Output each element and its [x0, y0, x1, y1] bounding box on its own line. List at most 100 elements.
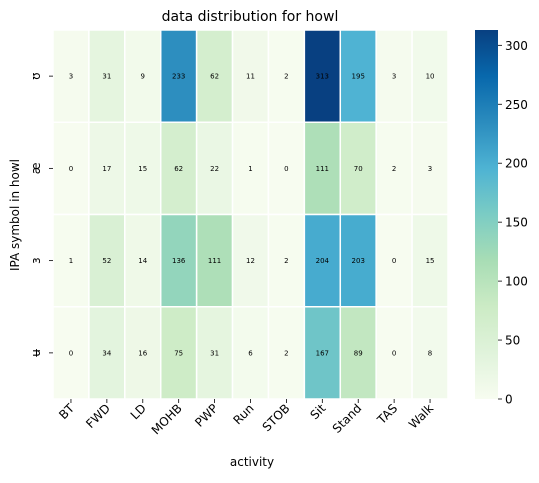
chart-title: data distribution for howl [162, 9, 339, 25]
x-axis-label: activity [230, 455, 274, 469]
cell-value-label: 31 [102, 73, 111, 81]
y-tick-label: ʊ [29, 72, 43, 79]
x-tick-label: LD [128, 401, 149, 422]
cell-value-label: 62 [174, 165, 183, 173]
heatmap-cell [375, 29, 413, 123]
cell-value-label: 22 [210, 165, 219, 173]
x-tick-label: MOHB [149, 401, 185, 437]
heatmap-cell [267, 121, 306, 216]
y-tick-label: æ [29, 162, 43, 174]
heatmap-cell [411, 121, 449, 216]
heatmap-cell [195, 213, 234, 308]
cell-value-label: 0 [284, 165, 288, 173]
colorbar-tick-label: 50 [505, 334, 520, 348]
cell-value-label: 233 [172, 73, 185, 81]
x-tick-label: Run [230, 401, 256, 427]
cell-value-label: 15 [426, 257, 435, 265]
heatmap-cell [52, 213, 90, 308]
cell-value-label: 34 [102, 349, 111, 357]
heatmap-cell [52, 121, 90, 216]
colorbar-gradient [475, 30, 498, 399]
cell-value-label: 1 [69, 257, 73, 265]
colorbar-tick-label: 200 [505, 157, 528, 171]
cell-value-label: 2 [392, 165, 396, 173]
heatmap-cell [303, 121, 342, 216]
cell-value-label: 10 [426, 73, 435, 81]
cell-value-label: 6 [248, 349, 253, 357]
heatmap-cell [411, 29, 449, 123]
cell-value-label: 62 [210, 73, 219, 81]
heatmap-cell [124, 121, 162, 216]
cell-value-label: 9 [141, 73, 145, 81]
cell-value-label: 14 [138, 257, 147, 265]
heatmap-cell [339, 306, 377, 400]
x-tick-label: FWD [83, 401, 113, 431]
cell-value-label: 2 [284, 257, 288, 265]
heatmap-cells [52, 29, 449, 400]
cell-value-label: 1 [248, 165, 252, 173]
cell-value-label: 75 [174, 349, 183, 357]
heatmap-cell [411, 306, 449, 400]
cell-value-label: 3 [69, 73, 73, 81]
colorbar-tick-label: 150 [505, 216, 528, 230]
cell-value-label: 313 [316, 73, 329, 81]
heatmap-cell [231, 121, 270, 216]
heatmap-cell [231, 29, 270, 123]
cell-value-label: 17 [102, 165, 111, 173]
cell-value-label: 16 [138, 349, 147, 357]
x-tick-label: Sit [307, 401, 328, 422]
cell-labels: 3 31 9 233 62 11 2 313 195 3 100 17 15 62 22 1 0 111 70 2 31… [69, 73, 435, 358]
cell-value-label: 204 [316, 257, 330, 265]
colorbar-tick-label: 0 [505, 393, 513, 407]
x-tick-label: PWP [192, 401, 221, 430]
cell-value-label: 12 [246, 257, 255, 265]
cell-value-label: 89 [354, 349, 363, 357]
x-tick-label: Stand [330, 401, 365, 436]
x-axis: BT FWD LD MOHB PWP Run STOB Sit Stand TAS Walk [56, 399, 436, 437]
cell-value-label: 2 [284, 73, 288, 81]
heatmap-cell [195, 121, 234, 216]
cell-value-label: 0 [392, 349, 396, 357]
heatmap-cell [411, 213, 449, 308]
colorbar-tick-label: 250 [505, 98, 528, 112]
heatmap-cell [303, 29, 342, 123]
cell-value-label: 3 [428, 165, 432, 173]
cell-value-label: 52 [102, 257, 111, 265]
x-tick-label: Walk [406, 401, 436, 431]
cell-value-label: 195 [352, 73, 365, 81]
y-axis-label: IPA symbol in howl [8, 159, 22, 271]
cell-value-label: 11 [246, 73, 255, 81]
cell-value-label: 70 [354, 165, 363, 173]
heatmap-cell [231, 213, 270, 308]
cell-value-label: 111 [316, 165, 329, 173]
y-axis: ʊ æ ɜ ʉ [29, 72, 53, 357]
heatmap-cell [124, 306, 162, 400]
cell-value-label: 0 [69, 165, 73, 173]
cell-value-label: 0 [69, 349, 73, 357]
heatmap-cell [339, 121, 377, 216]
heatmap-cell [375, 121, 413, 216]
cell-value-label: 15 [138, 165, 147, 173]
heatmap-cell [159, 306, 198, 400]
x-tick-label: STOB [260, 401, 293, 434]
y-tick-label: ʉ [29, 349, 43, 357]
cell-value-label: 0 [392, 257, 396, 265]
colorbar-tick-label: 300 [505, 39, 528, 53]
cell-value-label: 2 [284, 349, 288, 357]
cell-value-label: 8 [428, 349, 432, 357]
y-tick-label: ɜ [29, 257, 43, 263]
heatmap-cell [339, 213, 377, 308]
cell-value-label: 136 [172, 257, 186, 265]
cell-value-label: 31 [210, 349, 219, 357]
x-tick-label: TAS [374, 401, 400, 427]
x-tick-label: BT [56, 401, 77, 422]
heatmap-cell [267, 213, 306, 308]
colorbar-tick-label: 100 [505, 275, 528, 289]
colorbar: 0 50 100 150 200 250 300 [475, 30, 528, 407]
cell-value-label: 203 [352, 257, 365, 265]
cell-value-label: 167 [316, 349, 329, 357]
heatmap-cell [88, 29, 126, 123]
cell-value-label: 111 [208, 257, 221, 265]
cell-value-label: 3 [392, 73, 396, 81]
